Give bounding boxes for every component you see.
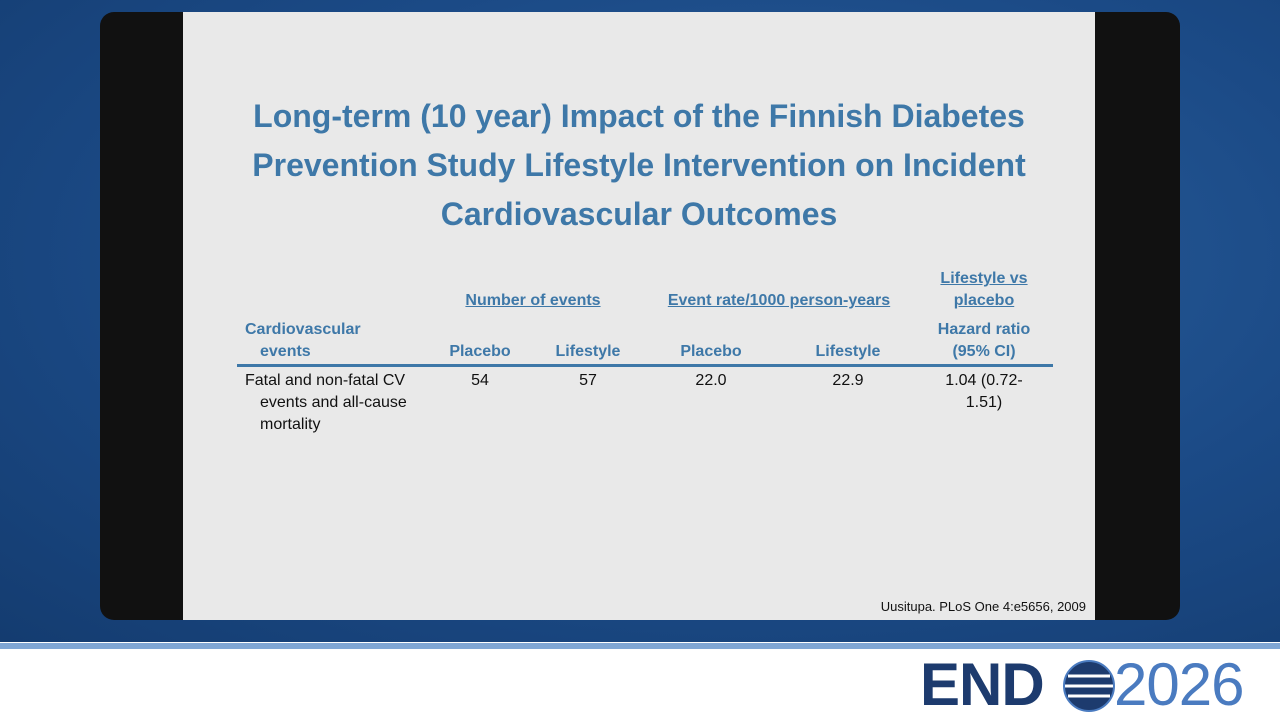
- group-header: Event rate/1000 person-years: [667, 292, 891, 309]
- table-cell: 54: [471, 372, 489, 389]
- title-line: Prevention Study Lifestyle Intervention …: [252, 147, 1026, 183]
- slide: [183, 12, 1095, 620]
- column-header: Cardiovascular events: [245, 321, 361, 360]
- stripe: [0, 643, 1280, 649]
- header-rule: [237, 364, 1053, 367]
- logo-text: END: [920, 651, 1045, 718]
- table-cell: 22.9: [832, 372, 864, 389]
- column-header: Placebo: [449, 343, 511, 360]
- row-label: Fatal and non-fatal CV events and all-ca…: [245, 372, 407, 433]
- column-header: Placebo: [680, 343, 742, 360]
- table-cell: 57: [579, 372, 597, 389]
- citation: Uusitupa. PLoS One 4:e5656, 2009: [880, 599, 1086, 614]
- title-line: Cardiovascular Outcomes: [440, 196, 838, 232]
- title-line: Long-term (10 year) Impact of the Finnis…: [253, 98, 1025, 134]
- logo-globe: [1063, 660, 1115, 712]
- logo-year: 2026: [1114, 651, 1244, 718]
- group-header: Lifestyle vs placebo: [940, 270, 1028, 309]
- column-header: Hazard ratio (95% CI): [937, 321, 1031, 360]
- column-header: Lifestyle: [555, 343, 621, 360]
- group-header: Number of events: [465, 292, 601, 309]
- table-cell: 1.04 (0.72-1.51): [945, 372, 1023, 411]
- column-header: Lifestyle: [815, 343, 881, 360]
- table-cell: 22.0: [695, 372, 727, 389]
- slide-title: Long-term (10 year) Impact of the Finnis…: [183, 92, 1095, 239]
